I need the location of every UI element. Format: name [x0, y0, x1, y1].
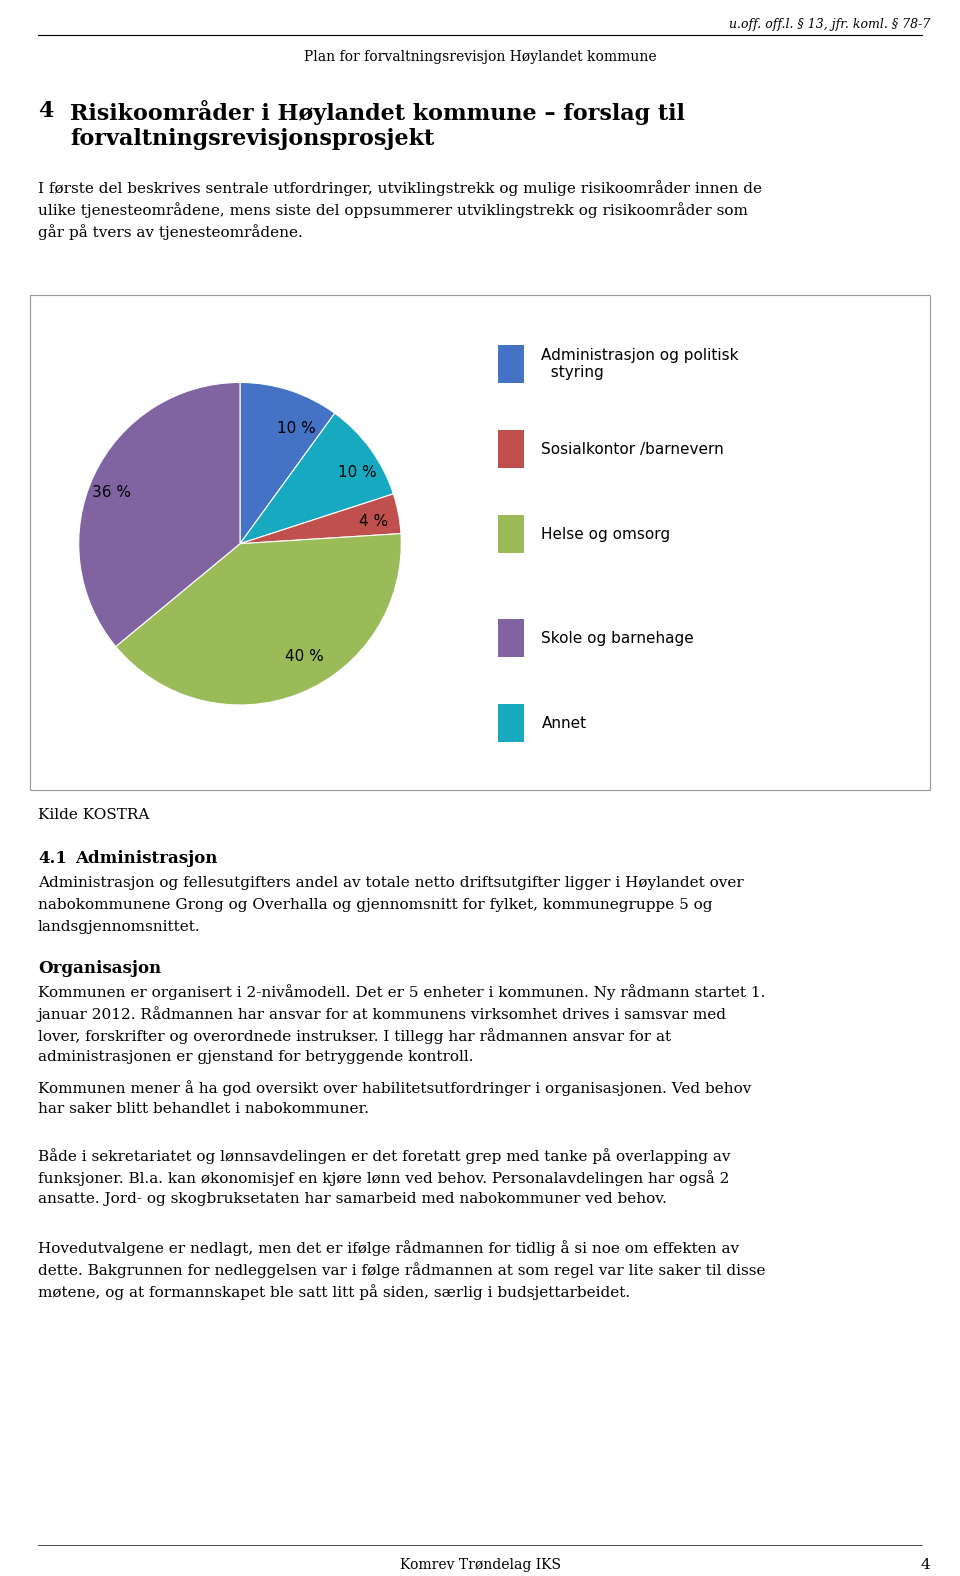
Text: Kommunen er organisert i 2-nivåmodell. Det er 5 enheter i kommunen. Ny rådmann s: Kommunen er organisert i 2-nivåmodell. D… [38, 983, 765, 999]
Text: ulike tjenesteområdene, mens siste del oppsummerer utviklingstrekk og risikoområ: ulike tjenesteområdene, mens siste del o… [38, 202, 748, 217]
Text: 40 %: 40 % [284, 649, 324, 663]
Text: Administrasjon og politisk
  styring: Administrasjon og politisk styring [541, 348, 739, 380]
Text: 10 %: 10 % [277, 421, 316, 437]
Bar [498, 704, 524, 742]
Bar [498, 430, 524, 468]
Text: Sosialkontor /barnevern: Sosialkontor /barnevern [541, 441, 724, 457]
Text: landsgjennomsnittet.: landsgjennomsnittet. [38, 920, 201, 935]
Text: Risikoområder i Høylandet kommune – forslag til: Risikoområder i Høylandet kommune – fors… [70, 99, 684, 125]
Text: 4: 4 [38, 99, 54, 121]
Text: Plan for forvaltningsrevisjon Høylandet kommune: Plan for forvaltningsrevisjon Høylandet … [303, 50, 657, 65]
Text: 10 %: 10 % [338, 465, 376, 481]
Text: 36 %: 36 % [91, 485, 131, 500]
Text: Annet: Annet [541, 716, 587, 731]
Text: administrasjonen er gjenstand for betryggende kontroll.: administrasjonen er gjenstand for betryg… [38, 1050, 473, 1064]
Text: Komrev Trøndelag IKS: Komrev Trøndelag IKS [399, 1559, 561, 1571]
Text: ansatte. Jord- og skogbruksetaten har samarbeid med nabokommuner ved behov.: ansatte. Jord- og skogbruksetaten har sa… [38, 1191, 667, 1206]
Text: funksjoner. Bl.a. kan økonomisjef en kjøre lønn ved behov. Personalavdelingen ha: funksjoner. Bl.a. kan økonomisjef en kjø… [38, 1169, 730, 1185]
Text: 4 %: 4 % [359, 514, 388, 528]
Text: møtene, og at formannskapet ble satt litt på siden, særlig i budsjettarbeidet.: møtene, og at formannskapet ble satt lit… [38, 1284, 630, 1300]
Text: har saker blitt behandlet i nabokommuner.: har saker blitt behandlet i nabokommuner… [38, 1102, 369, 1116]
Text: går på tvers av tjenesteområdene.: går på tvers av tjenesteområdene. [38, 224, 302, 240]
Wedge shape [116, 534, 401, 704]
Text: nabokommunene Grong og Overhalla og gjennomsnitt for fylket, kommunegruppe 5 og: nabokommunene Grong og Overhalla og gjen… [38, 898, 712, 913]
Wedge shape [240, 383, 335, 544]
Text: forvaltningsrevisjonsprosjekt: forvaltningsrevisjonsprosjekt [70, 128, 434, 150]
Text: Hovedutvalgene er nedlagt, men det er ifølge rådmannen for tidlig å si noe om ef: Hovedutvalgene er nedlagt, men det er if… [38, 1240, 739, 1256]
Text: 4: 4 [921, 1559, 930, 1571]
Bar [30, 295, 930, 790]
Text: Organisasjon: Organisasjon [38, 960, 161, 977]
Text: 4.1: 4.1 [38, 849, 67, 867]
Text: Administrasjon og fellesutgifters andel av totale netto driftsutgifter ligger i : Administrasjon og fellesutgifters andel … [38, 876, 744, 890]
Text: Kommunen mener å ha god oversikt over habilitetsutfordringer i organisasjonen. V: Kommunen mener å ha god oversikt over ha… [38, 1080, 752, 1095]
Text: I første del beskrives sentrale utfordringer, utviklingstrekk og mulige risikoom: I første del beskrives sentrale utfordri… [38, 180, 762, 195]
Text: u.off. off.l. § 13, jfr. koml. § 78-7: u.off. off.l. § 13, jfr. koml. § 78-7 [729, 17, 930, 32]
Wedge shape [79, 383, 240, 646]
Text: januar 2012. Rådmannen har ansvar for at kommunens virksomhet drives i samsvar m: januar 2012. Rådmannen har ansvar for at… [38, 1005, 727, 1021]
Wedge shape [240, 493, 401, 544]
Text: Administrasjon: Administrasjon [75, 849, 217, 867]
Text: Skole og barnehage: Skole og barnehage [541, 630, 694, 646]
Wedge shape [240, 413, 394, 544]
Text: Helse og omsorg: Helse og omsorg [541, 526, 671, 542]
Bar [498, 515, 524, 553]
Text: Både i sekretariatet og lønnsavdelingen er det foretatt grep med tanke på overla: Både i sekretariatet og lønnsavdelingen … [38, 1147, 731, 1163]
Text: Kilde KOSTRA: Kilde KOSTRA [38, 808, 150, 823]
Text: lover, forskrifter og overordnede instrukser. I tillegg har rådmannen ansvar for: lover, forskrifter og overordnede instru… [38, 1028, 671, 1043]
Text: dette. Bakgrunnen for nedleggelsen var i følge rådmannen at som regel var lite s: dette. Bakgrunnen for nedleggelsen var i… [38, 1262, 765, 1278]
Bar [498, 619, 524, 657]
Bar [498, 345, 524, 383]
